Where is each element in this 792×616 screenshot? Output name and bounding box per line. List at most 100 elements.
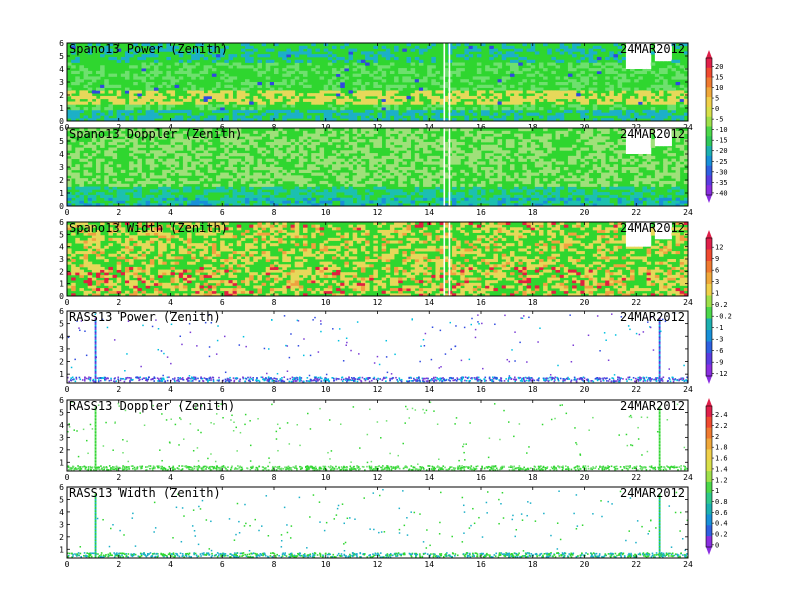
heatmap-cell bbox=[299, 175, 304, 178]
heatmap-cell bbox=[266, 173, 271, 176]
heatmap-cell bbox=[601, 192, 606, 195]
heatmap-cell bbox=[175, 198, 180, 201]
heatmap-cell bbox=[253, 173, 258, 176]
heatmap-cell bbox=[220, 90, 225, 93]
heatmap-cell bbox=[605, 71, 610, 74]
heatmap-cell bbox=[609, 63, 614, 66]
heatmap-cell bbox=[220, 99, 225, 102]
heatmap-cell bbox=[502, 153, 507, 156]
heatmap-cell bbox=[75, 115, 80, 118]
heatmap-cell bbox=[427, 161, 432, 164]
heatmap-cell bbox=[204, 93, 209, 96]
heatmap-cell bbox=[518, 99, 523, 102]
heatmap-cell bbox=[398, 136, 403, 139]
heatmap-cell bbox=[282, 267, 287, 270]
heatmap-cell bbox=[460, 88, 465, 91]
heatmap-cell bbox=[373, 259, 378, 262]
heatmap-cell bbox=[353, 88, 358, 91]
heatmap-cell bbox=[390, 225, 395, 228]
heatmap-cell bbox=[357, 90, 362, 93]
heatmap-cell bbox=[502, 200, 507, 203]
heatmap-cell bbox=[249, 161, 254, 164]
heatmap-cell bbox=[291, 79, 296, 82]
heatmap-cell bbox=[96, 235, 101, 238]
heatmap-cell bbox=[349, 110, 354, 113]
heatmap-cell bbox=[220, 107, 225, 110]
heatmap-cell bbox=[452, 184, 457, 187]
heatmap-cell bbox=[286, 51, 291, 54]
heatmap-cell bbox=[133, 283, 138, 286]
heatmap-cell bbox=[278, 175, 283, 178]
heatmap-cell bbox=[373, 82, 378, 85]
heatmap-cell bbox=[84, 107, 89, 110]
heatmap-cell bbox=[353, 131, 358, 134]
heatmap-cell bbox=[228, 291, 233, 294]
heatmap-cell bbox=[158, 198, 163, 201]
heatmap-cell bbox=[286, 113, 291, 116]
heatmap-cell bbox=[262, 238, 267, 241]
heatmap-cell bbox=[676, 145, 681, 148]
heatmap-cell bbox=[104, 175, 109, 178]
heatmap-cell bbox=[191, 161, 196, 164]
heatmap-cell bbox=[233, 150, 238, 153]
heatmap-cell bbox=[506, 142, 511, 145]
heatmap-cell bbox=[216, 82, 221, 85]
heatmap-cell bbox=[158, 243, 163, 246]
heatmap-cell bbox=[394, 104, 399, 107]
heatmap-cell bbox=[146, 251, 151, 254]
heatmap-cell bbox=[651, 71, 656, 74]
heatmap-cell bbox=[257, 99, 262, 102]
x-tick-label: 14 bbox=[424, 208, 434, 217]
heatmap-cell bbox=[390, 189, 395, 192]
heatmap-cell bbox=[162, 243, 167, 246]
heatmap-cell bbox=[257, 161, 262, 164]
heatmap-cell bbox=[344, 145, 349, 148]
heatmap-cell bbox=[79, 181, 84, 184]
heatmap-cell bbox=[291, 153, 296, 156]
heatmap-cell bbox=[638, 76, 643, 79]
heatmap-cell bbox=[593, 189, 598, 192]
heatmap-cell bbox=[378, 145, 383, 148]
heatmap-cell bbox=[419, 102, 424, 105]
heatmap-cell bbox=[386, 134, 391, 137]
heatmap-cell bbox=[398, 280, 403, 283]
heatmap-cell bbox=[224, 74, 229, 77]
heatmap-cell bbox=[162, 235, 167, 238]
heatmap-cell bbox=[278, 189, 283, 192]
heatmap-cell bbox=[249, 57, 254, 60]
heatmap-cell bbox=[373, 54, 378, 57]
heatmap-cell bbox=[150, 150, 155, 153]
heatmap-cell bbox=[75, 156, 80, 159]
heatmap-cell bbox=[576, 88, 581, 91]
heatmap-cell bbox=[357, 148, 362, 151]
heatmap-cell bbox=[257, 225, 262, 228]
heatmap-cell bbox=[527, 99, 532, 102]
heatmap-cell bbox=[340, 85, 345, 88]
heatmap-cell bbox=[299, 272, 304, 275]
heatmap-cell bbox=[456, 198, 461, 201]
heatmap-cell bbox=[452, 46, 457, 49]
heatmap-cell bbox=[357, 102, 362, 105]
heatmap-cell bbox=[361, 156, 366, 159]
heatmap-cell bbox=[96, 115, 101, 118]
heatmap-cell bbox=[328, 113, 333, 116]
heatmap-cell bbox=[353, 178, 358, 181]
heatmap-cell bbox=[510, 74, 515, 77]
heatmap-cell bbox=[133, 164, 138, 167]
heatmap-cell bbox=[286, 115, 291, 118]
heatmap-cell bbox=[175, 153, 180, 156]
heatmap-cell bbox=[390, 153, 395, 156]
heatmap-cell bbox=[274, 139, 279, 142]
heatmap-cell bbox=[224, 173, 229, 176]
heatmap-cell bbox=[67, 102, 72, 105]
heatmap-cell bbox=[535, 156, 540, 159]
heatmap-cell bbox=[589, 96, 594, 99]
heatmap-cell bbox=[88, 173, 93, 176]
heatmap-cell bbox=[514, 49, 519, 52]
heatmap-cell bbox=[257, 278, 262, 281]
heatmap-cell bbox=[270, 283, 275, 286]
heatmap-cell bbox=[195, 57, 200, 60]
heatmap-cell bbox=[96, 187, 101, 190]
heatmap-cell bbox=[431, 246, 436, 249]
heatmap-cell bbox=[386, 200, 391, 203]
